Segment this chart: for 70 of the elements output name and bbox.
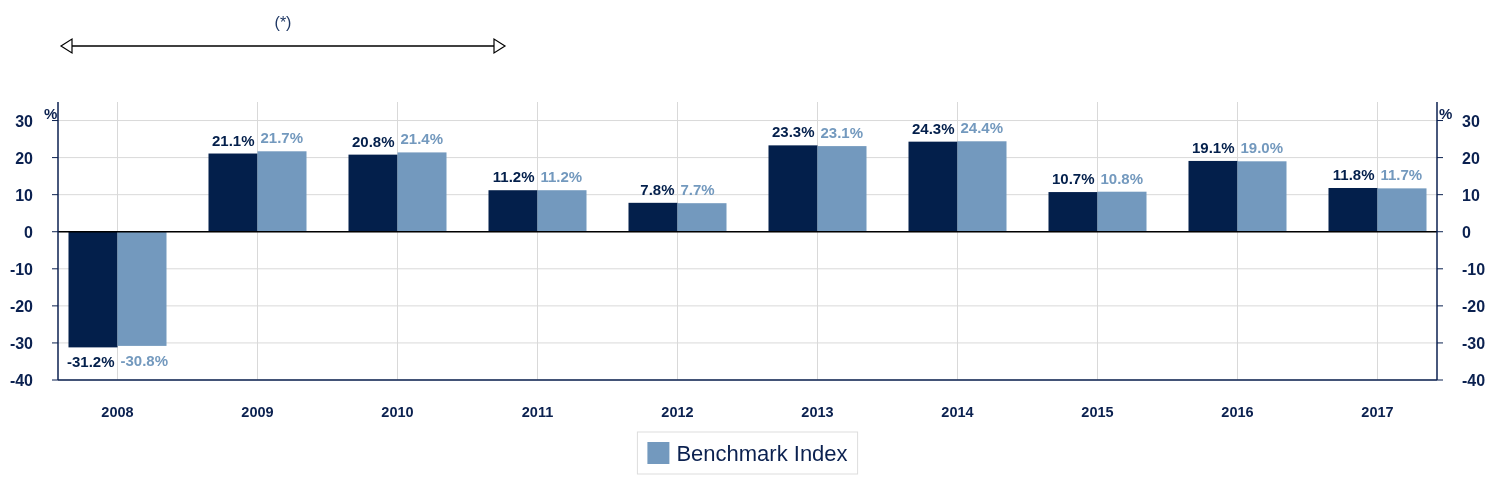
data-label: 21.1% bbox=[211, 131, 255, 149]
x-tick-label: 2015 bbox=[1081, 404, 1114, 420]
y2-tick-label: -10 bbox=[1462, 260, 1486, 278]
x-tick-label: 2016 bbox=[1221, 404, 1254, 420]
bar bbox=[957, 141, 1007, 232]
data-label: 7.8% bbox=[640, 180, 675, 198]
x-tick-label: 2008 bbox=[101, 404, 134, 420]
bar bbox=[768, 145, 818, 232]
y-tick-label: 30 bbox=[15, 112, 34, 130]
data-label: 10.8% bbox=[1100, 169, 1144, 187]
data-label: 23.3% bbox=[771, 123, 815, 141]
data-label: 20.8% bbox=[351, 132, 395, 150]
bar bbox=[68, 231, 118, 348]
y2-axis-title: % bbox=[1439, 104, 1453, 122]
y-tick-label: -40 bbox=[9, 372, 34, 389]
y-tick-label: 0 bbox=[24, 223, 34, 241]
data-label: 10.7% bbox=[1051, 170, 1095, 188]
bar bbox=[257, 151, 307, 232]
bar bbox=[348, 154, 398, 232]
y2-tick-label: 30 bbox=[1462, 112, 1480, 130]
data-label: 19.0% bbox=[1240, 139, 1284, 157]
x-tick-label: 2017 bbox=[1361, 404, 1394, 420]
x-tick-label: 2010 bbox=[381, 404, 414, 420]
bar bbox=[488, 190, 538, 232]
x-tick-label: 2014 bbox=[941, 404, 974, 420]
legend-label: Benchmark Index bbox=[676, 441, 848, 466]
y2-tick-label: -20 bbox=[1462, 297, 1486, 315]
bar bbox=[117, 231, 167, 346]
y2-tick-label: -30 bbox=[1462, 334, 1486, 352]
y2-tick-label: 20 bbox=[1462, 149, 1480, 167]
x-tick-label: 2011 bbox=[521, 404, 554, 420]
data-label: 21.7% bbox=[260, 129, 304, 147]
bar bbox=[1237, 161, 1287, 232]
data-label: -30.8% bbox=[120, 351, 169, 369]
data-label: 11.8% bbox=[1332, 165, 1375, 183]
x-tick-label: 2013 bbox=[801, 404, 834, 420]
x-tick-label: 2009 bbox=[241, 404, 274, 420]
y2-tick-label: -40 bbox=[1462, 372, 1486, 389]
data-label: 11.2% bbox=[492, 168, 535, 186]
bar bbox=[1328, 188, 1378, 232]
data-label: 24.3% bbox=[911, 119, 955, 137]
text: (*) bbox=[274, 14, 292, 31]
bar bbox=[537, 190, 587, 232]
bar bbox=[1097, 191, 1147, 232]
bar bbox=[397, 152, 447, 232]
bar bbox=[908, 141, 958, 232]
bar bbox=[1188, 160, 1238, 232]
y-axis-title: % bbox=[44, 104, 58, 122]
y2-tick-label: 10 bbox=[1462, 186, 1480, 204]
data-label: 19.1% bbox=[1191, 138, 1235, 156]
y-tick-label: -20 bbox=[9, 297, 34, 315]
data-label: 11.2% bbox=[540, 168, 583, 186]
y-tick-label: 10 bbox=[15, 186, 34, 204]
bar bbox=[1377, 188, 1427, 232]
data-label: 23.1% bbox=[820, 124, 864, 142]
y-tick-label: -10 bbox=[9, 260, 34, 278]
y2-tick-label: 0 bbox=[1462, 223, 1471, 241]
bar bbox=[208, 153, 258, 232]
bar bbox=[1048, 192, 1098, 232]
data-label: -31.2% bbox=[66, 353, 115, 371]
x-tick-label: 2012 bbox=[661, 404, 694, 420]
bar bbox=[677, 203, 727, 232]
data-label: 11.7% bbox=[1380, 166, 1423, 184]
y-tick-label: 20 bbox=[15, 149, 34, 167]
bar bbox=[817, 146, 867, 232]
bar bbox=[628, 202, 678, 232]
data-label: 24.4% bbox=[960, 119, 1004, 137]
y-tick-label: -30 bbox=[9, 334, 34, 352]
data-label: 7.7% bbox=[680, 181, 715, 199]
data-label: 21.4% bbox=[400, 130, 444, 148]
